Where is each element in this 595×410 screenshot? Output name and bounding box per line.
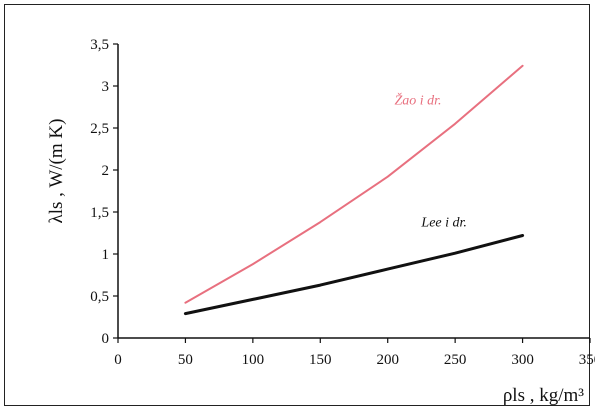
ticks: 0 50 100 150 200 250 300 350 0 0,5 1 1,5 2 2,5 3 3,5 (90, 37, 595, 368)
series-label-zao: Žao i dr. (394, 91, 441, 108)
y-tick-label: 1,5 (90, 205, 109, 221)
series-layer (183, 64, 525, 316)
x-tick-label: 50 (178, 352, 193, 368)
series-line-zao (184, 64, 524, 304)
y-tick-label: 0 (102, 331, 110, 347)
y-tick-label: 1 (102, 247, 110, 263)
y-tick-label: 2 (102, 163, 110, 179)
axes (117, 44, 590, 339)
x-tick-label: 300 (511, 352, 534, 368)
x-tick-label: 100 (242, 352, 265, 368)
x-tick-label: 350 (579, 352, 595, 368)
series-label-lee: Lee i dr. (420, 215, 467, 230)
chart-frame (4, 4, 590, 406)
x-axis-label: ρls , kg/m³ (503, 385, 584, 406)
y-tick-label: 3,5 (90, 37, 109, 53)
y-tick-label: 2,5 (90, 121, 109, 137)
x-tick-label: 200 (376, 352, 399, 368)
x-tick-label: 0 (114, 352, 122, 368)
y-tick-label: 0,5 (90, 289, 109, 305)
y-axis-label: λls , W/(m K) (46, 119, 67, 224)
x-tick-label: 150 (309, 352, 332, 368)
x-tick-label: 250 (444, 352, 467, 368)
y-tick-label: 3 (102, 79, 110, 95)
series-line-lee (183, 234, 525, 316)
labels: ρls , kg/m³ λls , W/(m K) Žao i dr. Lee … (46, 91, 584, 406)
